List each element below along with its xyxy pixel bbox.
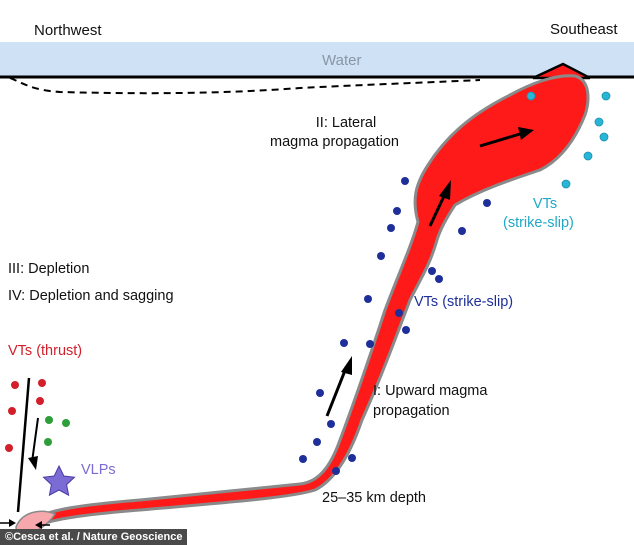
depletion-label: III: Depletion bbox=[8, 261, 90, 277]
vts-strike-slip-label: VTs (strike-slip) bbox=[414, 294, 514, 310]
vts-cyan-label-line2: (strike-slip) bbox=[503, 215, 574, 231]
arrow-icon bbox=[428, 180, 451, 227]
vt-event bbox=[599, 132, 609, 142]
vt-event bbox=[5, 444, 13, 452]
upward-label-line2: propagation bbox=[373, 403, 450, 419]
vts-cyan-label-line1: VTs bbox=[532, 196, 558, 212]
sagging-profile bbox=[9, 77, 481, 95]
vt-event bbox=[44, 438, 52, 446]
vt-event bbox=[36, 397, 44, 405]
northwest-label: Northwest bbox=[34, 22, 102, 39]
vt-event bbox=[428, 267, 436, 275]
southeast-label: Southeast bbox=[550, 21, 618, 38]
vt-event bbox=[38, 379, 46, 387]
vt-event bbox=[327, 420, 335, 428]
depth-label: 25–35 km depth bbox=[322, 490, 426, 506]
lateral-label-line2: magma propagation bbox=[270, 134, 399, 150]
vt-event bbox=[11, 381, 19, 389]
vt-event bbox=[8, 407, 16, 415]
fault-line bbox=[16, 377, 31, 513]
vt-event bbox=[332, 467, 340, 475]
vt-event bbox=[366, 340, 374, 348]
vt-event bbox=[45, 416, 53, 424]
thrust-vt-cluster bbox=[5, 379, 46, 452]
upward-label-line1: I: Upward magma bbox=[373, 383, 488, 399]
vt-event bbox=[395, 309, 403, 317]
vt-event bbox=[594, 117, 604, 127]
water-label: Water bbox=[322, 52, 362, 69]
fault-line bbox=[31, 417, 39, 463]
vt-event bbox=[601, 91, 611, 101]
vt-event bbox=[393, 207, 401, 215]
vt-event bbox=[401, 177, 409, 185]
chevron-down-icon bbox=[28, 456, 38, 470]
credit-badge: ©Cesca et al. / Nature Geoscience bbox=[0, 529, 188, 545]
vt-event bbox=[377, 252, 385, 260]
vt-event bbox=[348, 454, 356, 462]
vt-event bbox=[435, 275, 443, 283]
star-icon bbox=[42, 464, 76, 497]
depletion-sagging-label: IV: Depletion and sagging bbox=[8, 288, 174, 304]
arrow-icon bbox=[325, 356, 352, 417]
vt-event bbox=[340, 339, 348, 347]
strike-slip-vt-cluster bbox=[299, 177, 491, 475]
vt-event bbox=[526, 91, 536, 101]
vt-event bbox=[402, 326, 410, 334]
vt-event bbox=[316, 389, 324, 397]
cyan-vt-cluster bbox=[526, 91, 611, 189]
arrow-icon bbox=[0, 519, 16, 527]
vts-thrust-label: VTs (thrust) bbox=[8, 343, 83, 359]
vt-event bbox=[483, 199, 491, 207]
lateral-label-line1: II: Lateral bbox=[315, 115, 377, 131]
vt-event bbox=[561, 179, 571, 189]
green-vt-cluster bbox=[44, 416, 70, 446]
arrow-icon bbox=[479, 127, 534, 148]
vt-event bbox=[62, 419, 70, 427]
arrow-icon bbox=[35, 521, 50, 529]
vt-event bbox=[387, 224, 395, 232]
water-body bbox=[0, 42, 634, 78]
vt-event bbox=[458, 227, 466, 235]
vt-event bbox=[313, 438, 321, 446]
vt-event bbox=[299, 455, 307, 463]
vt-event bbox=[583, 151, 593, 161]
vlps-label: VLPs bbox=[81, 462, 116, 478]
vt-event bbox=[364, 295, 372, 303]
